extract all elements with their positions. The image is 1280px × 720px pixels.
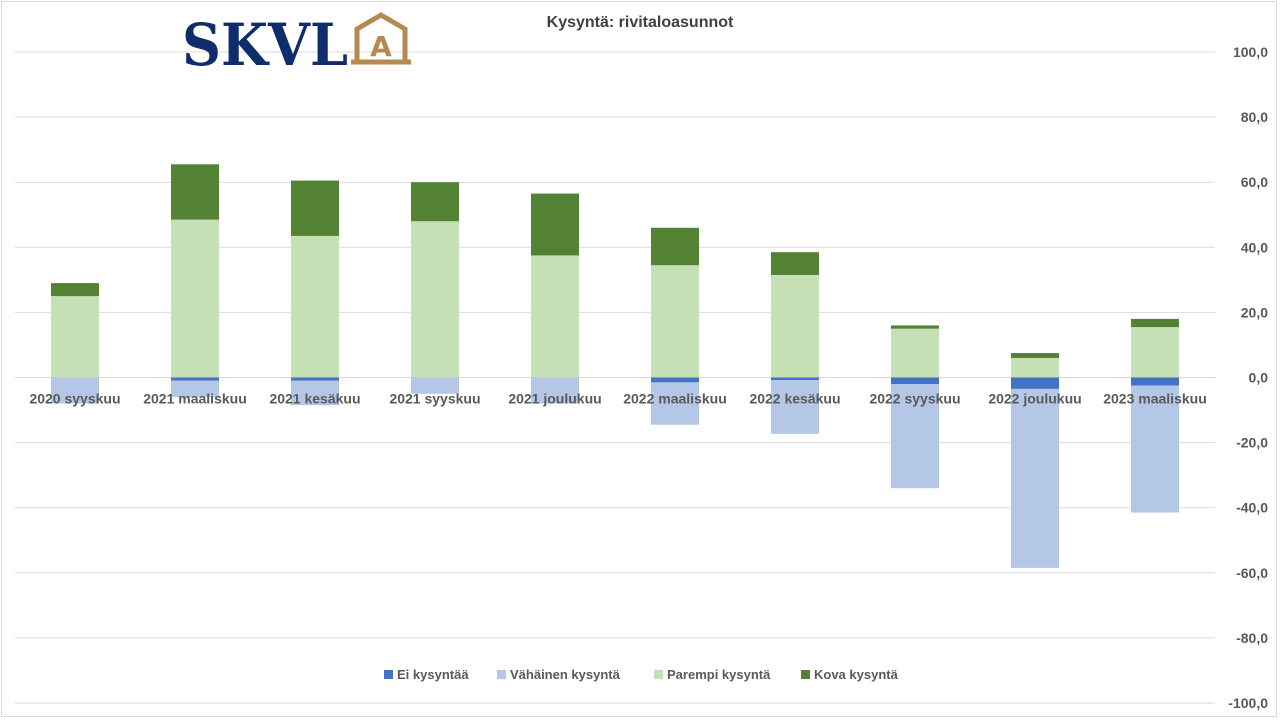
bar-segment xyxy=(1131,377,1179,386)
legend-swatch xyxy=(497,670,506,679)
bar-segment xyxy=(1131,385,1179,513)
legend-swatch xyxy=(384,670,393,679)
bar-segment xyxy=(771,377,819,381)
logo-text: SKVL xyxy=(182,11,348,79)
bar-segment xyxy=(531,255,579,378)
bar-segment xyxy=(531,193,579,256)
bar-segment xyxy=(651,377,699,383)
bar-segment xyxy=(891,328,939,378)
bar-segment xyxy=(51,296,99,378)
x-category-label: 2020 syyskuu xyxy=(29,391,120,407)
x-category-label: 2022 kesäkuu xyxy=(749,391,840,407)
logo-badge-letter: A xyxy=(370,30,392,63)
x-category-label: 2022 maaliskuu xyxy=(623,391,727,407)
legend-label: Kova kysyntä xyxy=(814,667,899,682)
legend: Ei kysyntää Vähäinen kysyntä Parempi kysyn… xyxy=(384,667,899,682)
y-tick-label: 80,0 xyxy=(1241,109,1268,125)
logo-house-icon: A xyxy=(351,12,411,65)
y-tick-label: 0,0 xyxy=(1249,370,1269,386)
bar-segment xyxy=(411,182,459,222)
y-tick-label: 60,0 xyxy=(1241,174,1268,190)
x-category-label: 2022 syyskuu xyxy=(869,391,960,407)
legend-swatch xyxy=(801,670,810,679)
bar-segment xyxy=(891,384,939,489)
legend-label: Ei kysyntää xyxy=(397,667,469,682)
x-category-label: 2021 joulukuu xyxy=(508,391,601,407)
bar-segment xyxy=(171,380,219,398)
bar-segment xyxy=(51,377,99,404)
bar-segment xyxy=(171,164,219,220)
legend-label: Parempi kysyntä xyxy=(667,667,771,682)
bar-segment xyxy=(1131,318,1179,328)
bar-segment xyxy=(651,265,699,378)
skvl-logo: SKVL A xyxy=(182,11,411,79)
y-axis-labels: 100,0 80,0 60,0 40,0 20,0 0,0 -20,0 -40,0 -60,0 -… xyxy=(1228,44,1268,711)
y-tick-label: 40,0 xyxy=(1241,239,1268,255)
legend-item: Parempi kysyntä xyxy=(654,667,771,682)
bar-segment xyxy=(411,377,459,394)
x-category-label: 2021 kesäkuu xyxy=(269,391,360,407)
bar-segment xyxy=(771,252,819,275)
bar-segment xyxy=(771,380,819,434)
legend-item: Ei kysyntää xyxy=(384,667,469,682)
bar-segment xyxy=(51,283,99,297)
y-tick-label: 20,0 xyxy=(1241,304,1268,320)
bars xyxy=(51,164,1179,568)
x-category-label: 2023 maaliskuu xyxy=(1103,391,1207,407)
bar-segment xyxy=(531,377,579,404)
x-category-label: 2021 syyskuu xyxy=(389,391,480,407)
y-tick-label: -100,0 xyxy=(1228,695,1268,711)
bar-segment xyxy=(171,219,219,378)
legend-item: Vähäinen kysyntä xyxy=(497,667,621,682)
x-category-label: 2022 joulukuu xyxy=(988,391,1081,407)
bar-segment xyxy=(891,325,939,329)
x-category-label: 2021 maaliskuu xyxy=(143,391,247,407)
legend-swatch xyxy=(654,670,663,679)
chart-title: Kysyntä: rivitaloasunnot xyxy=(547,14,734,31)
bar-segment xyxy=(1011,388,1059,568)
bar-segment xyxy=(291,380,339,406)
y-tick-label: 100,0 xyxy=(1233,44,1268,60)
bar-segment xyxy=(651,382,699,425)
legend-item: Kova kysyntä xyxy=(801,667,899,682)
bar-segment xyxy=(651,227,699,266)
bar-segment xyxy=(771,274,819,378)
bar-segment xyxy=(1011,353,1059,358)
legend-label: Vähäinen kysyntä xyxy=(510,667,621,682)
bar-segment xyxy=(1011,357,1059,378)
bar-segment xyxy=(291,180,339,236)
bar-segment xyxy=(171,377,219,381)
bar-segment xyxy=(291,235,339,378)
bar-segment xyxy=(1131,327,1179,378)
y-tick-label: -20,0 xyxy=(1236,435,1268,451)
x-axis-labels: 2020 syyskuu 2021 maaliskuu 2021 kesäkuu 20… xyxy=(29,391,1206,407)
bar-segment xyxy=(291,377,339,381)
y-tick-label: -80,0 xyxy=(1236,630,1268,646)
y-tick-label: -40,0 xyxy=(1236,500,1268,516)
bar-segment xyxy=(411,221,459,378)
bar-segment xyxy=(1011,377,1059,389)
bar-segment xyxy=(891,377,939,385)
y-tick-label: -60,0 xyxy=(1236,565,1268,581)
